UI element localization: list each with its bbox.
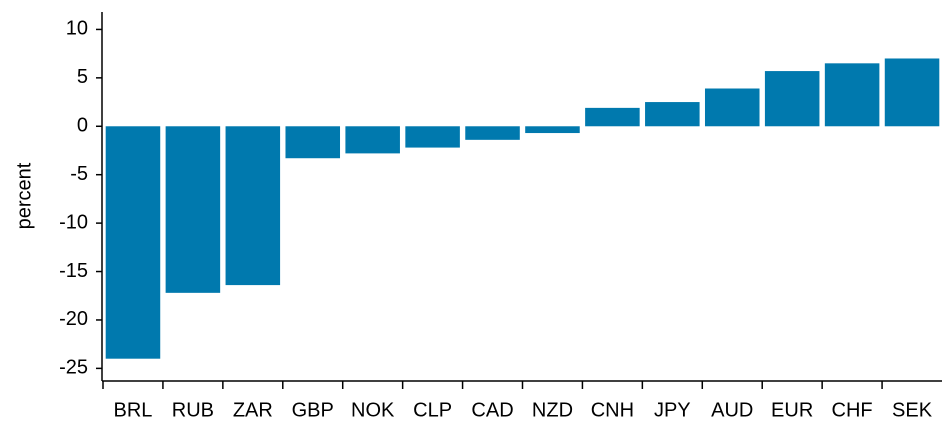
x-tick-label: CAD: [471, 399, 513, 421]
x-tick-label: CHF: [832, 399, 873, 421]
bar: [824, 63, 880, 127]
bar: [345, 126, 400, 154]
bar: [585, 107, 640, 127]
bar: [525, 126, 580, 134]
x-tick-label: CNH: [591, 399, 634, 421]
x-tick-label: GBP: [292, 399, 334, 421]
y-tick-label: -15: [59, 260, 88, 282]
bar: [225, 126, 281, 286]
x-tick-label: RUB: [172, 399, 214, 421]
bar: [165, 126, 221, 293]
y-tick-label: 10: [66, 18, 88, 40]
bar: [645, 102, 700, 127]
bar: [704, 88, 760, 127]
y-tick-label: -20: [59, 308, 88, 330]
x-tick-label: NOK: [351, 399, 395, 421]
y-tick-label: -25: [59, 357, 88, 379]
bar: [884, 58, 940, 127]
x-tick-label: BRL: [114, 399, 153, 421]
y-tick-label: -10: [59, 211, 88, 233]
y-axis-label: percent: [13, 162, 35, 229]
x-tick-label: JPY: [654, 399, 691, 421]
bar: [105, 126, 161, 359]
bar: [465, 126, 520, 140]
x-tick-label: EUR: [771, 399, 813, 421]
bar: [764, 71, 820, 127]
x-tick-label: AUD: [711, 399, 753, 421]
x-tick-label: ZAR: [233, 399, 273, 421]
bar: [285, 126, 341, 159]
x-tick-label: NZD: [532, 399, 573, 421]
bar: [405, 126, 460, 148]
x-tick-label: SEK: [892, 399, 933, 421]
x-tick-label: CLP: [413, 399, 452, 421]
y-tick-label: 0: [77, 115, 88, 137]
y-tick-label: -5: [70, 163, 88, 185]
y-tick-label: 5: [77, 66, 88, 88]
